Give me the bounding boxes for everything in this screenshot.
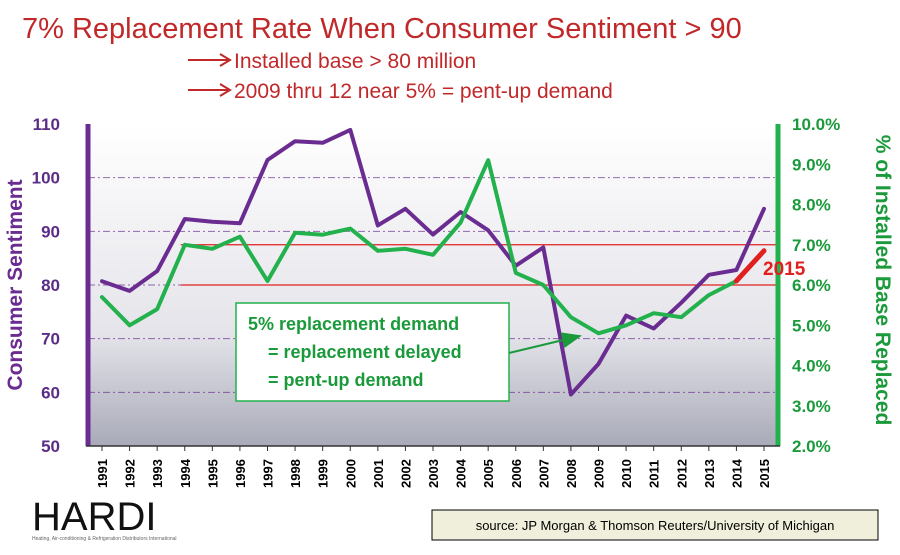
chart-title: 7% Replacement Rate When Consumer Sentim… <box>22 13 742 45</box>
annotation-line-3: = pent-up demand <box>268 370 424 390</box>
left-tick-label: 50 <box>41 437 60 456</box>
x-tick-label: 2008 <box>564 459 579 488</box>
right-tick-label: 4.0% <box>792 357 831 376</box>
x-tick-label: 2009 <box>592 459 607 488</box>
right-tick-label: 3.0% <box>792 397 831 416</box>
bullet-2-text: 2009 thru 12 near 5% = pent-up demand <box>234 80 613 103</box>
left-tick-label: 90 <box>41 222 60 241</box>
x-tick-label: 1991 <box>95 459 110 488</box>
x-tick-label: 2000 <box>343 459 358 488</box>
annotation-line-2: = replacement delayed <box>268 342 462 362</box>
x-tick-label: 2003 <box>426 459 441 488</box>
right-tick-label: 5.0% <box>792 316 831 335</box>
x-axis-ticks: 1991 1992 1993 1994 1995 1996 1997 1998 1999 2000… <box>95 458 772 488</box>
x-tick-label: 2006 <box>509 459 524 488</box>
right-tick-label: 2.0% <box>792 437 831 456</box>
projection-label-2015: 2015 <box>763 259 806 280</box>
x-tick-label: 1999 <box>316 459 331 488</box>
bullet-2: 2009 thru 12 near 5% = pent-up demand <box>188 80 613 103</box>
x-tick-label: 1998 <box>288 459 303 488</box>
right-axis-label: % of Installed Base Replaced <box>871 135 894 426</box>
logo-subtitle: Heating, Air-conditioning & Refrigeratio… <box>32 536 177 542</box>
x-tick-label: 2013 <box>702 459 717 488</box>
left-tick-label: 110 <box>33 115 60 134</box>
x-tick-label: 2007 <box>536 459 551 488</box>
x-tick-label: 1993 <box>150 459 165 488</box>
x-tick-label: 2014 <box>729 458 744 488</box>
x-tick-label: 1992 <box>123 459 138 488</box>
x-tick-label: 2002 <box>398 459 413 488</box>
bullet-1: Installed base > 80 million <box>188 50 476 73</box>
left-axis-label: Consumer Sentiment <box>4 179 27 390</box>
x-tick-label: 1997 <box>261 459 276 488</box>
right-tick-label: 10.0% <box>792 115 840 134</box>
x-tick-label: 1996 <box>233 459 248 488</box>
x-tick-label: 2012 <box>674 459 689 488</box>
right-tick-label: 8.0% <box>792 196 831 215</box>
right-axis-ticks: 2.0%3.0%4.0%5.0%6.0%7.0%8.0%9.0%10.0% <box>792 115 840 456</box>
x-tick-label: 2005 <box>481 459 496 488</box>
left-axis-ticks: 50 60 70 80 90 100 110 <box>32 115 60 456</box>
x-tick-label: 2015 <box>757 459 772 488</box>
left-tick-label: 80 <box>41 276 60 295</box>
x-tick-label: 1994 <box>178 458 193 488</box>
right-tick-label: 7.0% <box>792 236 831 255</box>
x-tick-label: 2001 <box>371 459 386 488</box>
x-tick-label: 2010 <box>619 459 634 488</box>
source-text: source: JP Morgan & Thomson Reuters/Univ… <box>476 518 835 533</box>
logo-text: HARDI <box>32 495 156 539</box>
left-tick-label: 60 <box>41 383 60 402</box>
x-tick-label: 2011 <box>647 460 662 488</box>
right-tick-label: 9.0% <box>792 155 831 174</box>
hardi-logo: HARDI Heating, Air-conditioning & Refrig… <box>32 495 177 542</box>
annotation-line-1: 5% replacement demand <box>248 314 459 334</box>
x-tick-label: 2004 <box>454 458 469 488</box>
left-tick-label: 100 <box>32 169 60 188</box>
left-tick-label: 70 <box>41 330 60 349</box>
x-tick-label: 1995 <box>205 459 220 488</box>
bullet-1-text: Installed base > 80 million <box>234 50 476 73</box>
